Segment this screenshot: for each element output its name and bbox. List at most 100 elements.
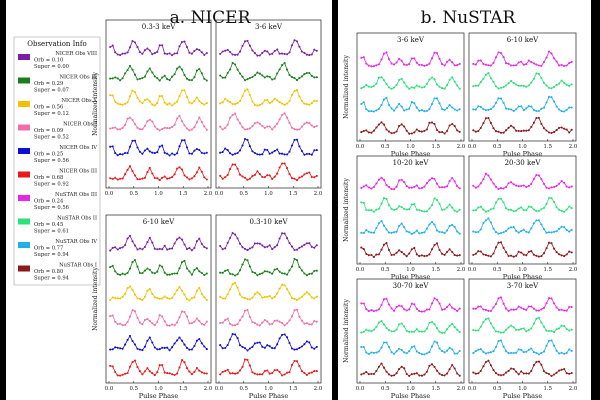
data-point — [305, 71, 308, 75]
series-line — [473, 339, 572, 355]
data-point — [305, 322, 308, 325]
data-point — [303, 343, 306, 346]
data-point — [515, 351, 518, 354]
series-line — [219, 359, 317, 376]
series-line — [361, 97, 460, 112]
data-point — [441, 231, 444, 234]
data-point — [248, 76, 251, 80]
data-point — [428, 223, 431, 226]
data-point — [178, 285, 181, 289]
nicer-title: a. NICER — [170, 8, 252, 28]
data-point — [558, 369, 561, 372]
data-point — [365, 328, 368, 331]
data-point — [451, 322, 454, 325]
data-point — [173, 342, 176, 345]
data-point — [261, 153, 264, 156]
data-point — [221, 76, 224, 79]
data-point — [126, 320, 129, 324]
data-point — [502, 246, 505, 249]
data-point — [568, 186, 571, 189]
data-point — [229, 68, 232, 71]
data-point — [188, 299, 191, 302]
data-point — [258, 122, 261, 125]
data-point — [185, 267, 189, 270]
data-point — [195, 96, 198, 99]
data-point — [525, 129, 528, 132]
data-point — [268, 372, 271, 375]
data-point — [540, 363, 543, 366]
data-point — [385, 51, 388, 54]
data-point — [435, 327, 439, 330]
series-line — [473, 360, 572, 377]
series-line — [473, 117, 572, 134]
data-point — [372, 351, 375, 354]
data-point — [458, 307, 461, 310]
data-point — [553, 185, 556, 189]
data-point — [136, 248, 139, 251]
data-point — [390, 307, 393, 310]
data-point — [540, 208, 543, 211]
data-point — [171, 272, 174, 275]
data-point — [400, 105, 403, 108]
data-point — [474, 350, 477, 353]
data-point — [413, 102, 416, 105]
series — [109, 64, 208, 82]
data-point — [256, 54, 259, 57]
data-point — [492, 105, 495, 108]
data-point — [153, 296, 156, 299]
x-axis-label: Pulse Phase — [391, 392, 431, 400]
data-point — [512, 351, 515, 355]
data-point — [565, 185, 568, 188]
data-point — [253, 242, 256, 245]
data-point — [310, 153, 313, 156]
data-point — [456, 210, 459, 213]
data-point — [563, 81, 566, 85]
data-point — [540, 255, 543, 258]
data-point — [370, 86, 373, 89]
y-axis-label: Normalized intensity — [343, 55, 350, 119]
data-point — [520, 206, 523, 209]
data-point — [176, 152, 179, 155]
series — [472, 296, 573, 313]
series — [360, 96, 461, 113]
data-point — [256, 373, 259, 376]
data-point — [308, 54, 311, 57]
data-point — [418, 130, 421, 133]
data-point — [443, 208, 446, 211]
data-point — [166, 296, 169, 299]
data-point — [136, 146, 139, 149]
data-point — [313, 347, 316, 350]
data-point — [489, 77, 492, 80]
data-point — [161, 346, 164, 349]
data-point — [405, 309, 408, 312]
x-tick-label: 0.0 — [105, 386, 114, 392]
data-point — [428, 179, 431, 182]
legend-super: Super = 0.61 — [34, 229, 69, 235]
data-point — [385, 326, 388, 330]
data-point — [372, 231, 375, 234]
data-point — [256, 104, 259, 107]
data-point — [527, 129, 530, 132]
data-point — [430, 76, 434, 79]
data-point — [522, 372, 525, 375]
data-point — [266, 270, 269, 273]
data-point — [408, 231, 411, 234]
data-point — [219, 295, 222, 298]
data-point — [505, 107, 508, 110]
data-point — [420, 63, 423, 67]
data-point — [128, 95, 132, 98]
data-point — [310, 245, 313, 248]
data-point — [390, 62, 393, 65]
data-point — [178, 114, 181, 117]
data-point — [271, 78, 274, 81]
series — [109, 258, 208, 277]
data-point — [288, 121, 291, 124]
data-point — [268, 244, 271, 247]
data-point — [458, 330, 461, 334]
data-point — [253, 74, 256, 77]
data-point — [111, 246, 114, 249]
data-point — [435, 51, 439, 55]
data-point — [365, 308, 368, 311]
data-point — [158, 364, 161, 367]
